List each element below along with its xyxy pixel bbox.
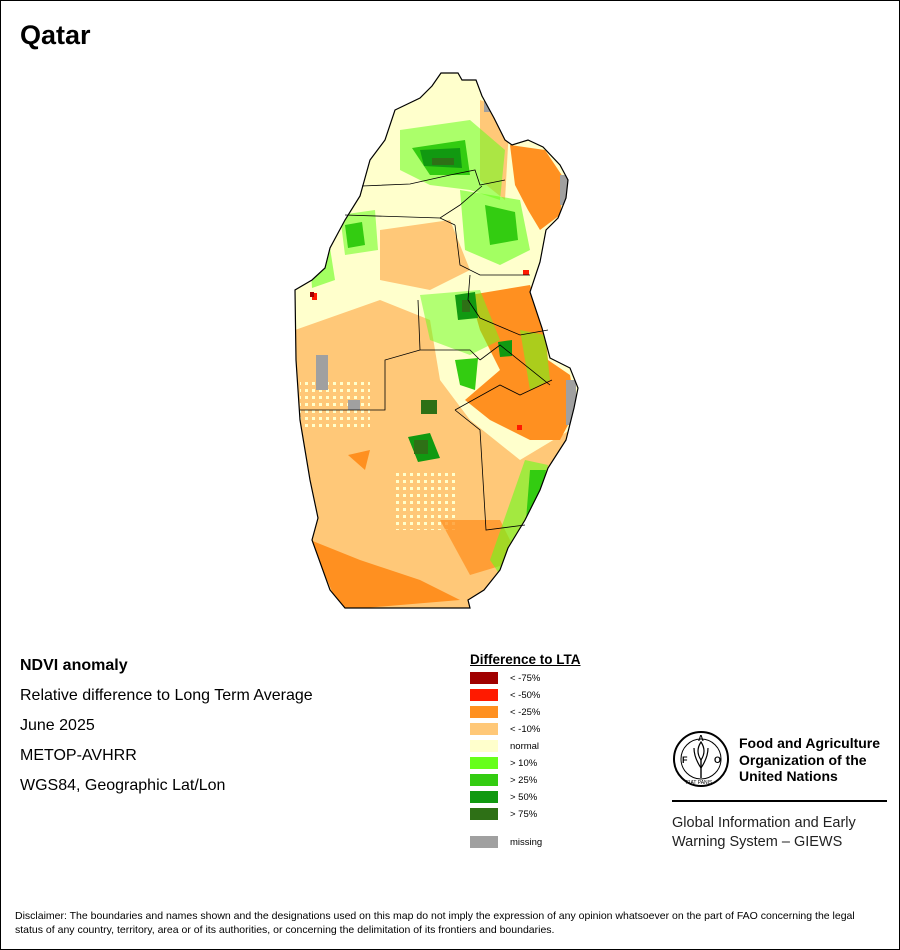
raster-below-50-a xyxy=(312,293,317,300)
municipality-boundaries xyxy=(300,169,553,531)
legend-title: Difference to LTA xyxy=(470,652,581,667)
sensor-name: METOP-AVHRR xyxy=(20,747,137,764)
boundary-al-rayyan-north xyxy=(417,299,481,361)
giews-line1: Global Information and Early xyxy=(672,815,856,831)
fao-emblem-letter-f: F xyxy=(682,755,688,765)
legend-swatch xyxy=(470,808,498,820)
boundary-al-shamal xyxy=(361,169,506,187)
fao-emblem-letter-a: A xyxy=(698,734,704,743)
raster-below-25-northeast xyxy=(510,145,565,230)
product-title: NDVI anomaly xyxy=(20,657,128,674)
legend-label: < -10% xyxy=(510,723,541,735)
boundary-al-shahaniya xyxy=(300,349,421,411)
fao-emblem-icon: F A O FIAT PANIS xyxy=(673,731,729,787)
fao-name-line3: United Nations xyxy=(739,768,838,784)
fao-emblem-motto: FIAT PANIS xyxy=(686,780,713,786)
legend-item: normal xyxy=(470,740,539,752)
legend-item: < -10% xyxy=(470,723,540,735)
raster-above-25-center-south xyxy=(455,358,478,390)
logo-divider xyxy=(672,800,887,802)
raster-missing-northeast xyxy=(560,175,570,205)
raster-missing-west xyxy=(316,355,328,390)
legend-label: < -50% xyxy=(510,689,541,701)
legend-swatch-missing xyxy=(470,836,498,848)
legend-swatch xyxy=(470,723,498,735)
legend-swatch xyxy=(470,706,498,718)
raster-above-10-east xyxy=(520,330,550,390)
raster-below-50-c xyxy=(517,425,522,430)
fao-emblem-letter-o: O xyxy=(714,755,721,765)
map-title: Qatar xyxy=(20,20,91,50)
fao-organization-name: Food and Agriculture Organization of the… xyxy=(739,735,880,785)
raster-below-25-patch xyxy=(348,450,370,470)
raster-above-75-mid xyxy=(421,400,437,414)
raster-missing-southwest xyxy=(348,400,360,410)
legend-swatch xyxy=(470,791,498,803)
raster-above-75-center xyxy=(462,300,470,312)
ndvi-raster xyxy=(295,73,578,608)
giews-system-name: Global Information and Early Warning Sys… xyxy=(672,814,856,852)
raster-missing-east xyxy=(566,380,576,425)
legend-item: > 50% xyxy=(470,791,537,803)
boundary-al-khor-east xyxy=(454,224,530,276)
legend-item-missing: missing xyxy=(470,836,542,848)
boundary-al-daayen xyxy=(479,344,551,386)
legend-item: > 25% xyxy=(470,774,537,786)
legend-label: normal xyxy=(510,740,540,752)
legend-item: < -25% xyxy=(470,706,540,718)
boundary-al-wakrah xyxy=(454,409,526,531)
legend-swatch xyxy=(470,740,498,752)
legend-swatch xyxy=(470,774,498,786)
legend-item: > 75% xyxy=(470,808,537,820)
raster-below-10-center xyxy=(380,220,470,290)
ndvi-anomaly-map xyxy=(294,72,579,609)
raster-above-25-west xyxy=(345,222,365,248)
raster-above-25-center xyxy=(485,205,518,245)
giews-line2: Warning System – GIEWS xyxy=(672,834,843,850)
time-period: June 2025 xyxy=(20,717,95,734)
legend-item: < -75% xyxy=(470,672,540,684)
fao-name-line2: Organization of the xyxy=(739,751,867,768)
legend-item: < -50% xyxy=(470,689,540,701)
raster-below-50-b xyxy=(523,270,529,275)
raster-above-75-south xyxy=(414,440,428,454)
legend-label: > 50% xyxy=(510,791,538,803)
boundary-doha xyxy=(454,379,553,411)
legend-swatch xyxy=(470,757,498,769)
disclaimer-text: Disclaimer: The boundaries and names sho… xyxy=(15,910,855,936)
raster-below-25-southwest xyxy=(310,540,460,608)
product-description: Relative difference to Long Term Average xyxy=(20,687,313,704)
fao-name-line1: Food and Agriculture xyxy=(739,735,881,751)
boundary-umm-salal xyxy=(467,274,549,336)
raster-below-75 xyxy=(310,292,314,297)
legend-swatch xyxy=(470,672,498,684)
legend-label: < -75% xyxy=(510,672,541,684)
projection-info: WGS84, Geographic Lat/Lon xyxy=(20,777,226,794)
legend-label: > 25% xyxy=(510,774,538,786)
boundary-link xyxy=(439,217,456,226)
raster-above-10-center xyxy=(420,290,500,355)
legend-item: > 10% xyxy=(470,757,537,769)
legend-swatch xyxy=(470,689,498,701)
legend-label: > 10% xyxy=(510,757,538,769)
raster-above-75-north xyxy=(432,158,454,165)
legend-label: < -25% xyxy=(510,706,541,718)
legend-label: > 75% xyxy=(510,808,538,820)
boundary-al-khor-north xyxy=(344,185,483,219)
legend-label-missing: missing xyxy=(510,836,543,848)
